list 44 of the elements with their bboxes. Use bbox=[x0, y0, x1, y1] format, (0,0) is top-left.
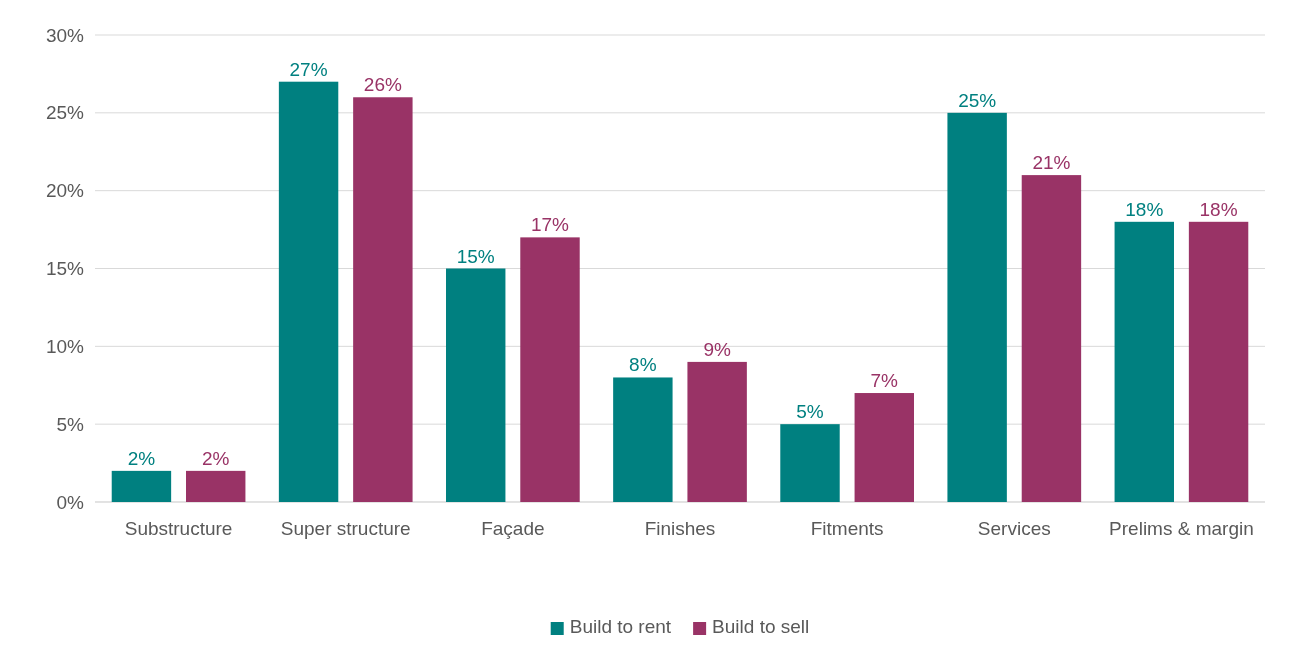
y-tick-label: 10% bbox=[45, 335, 85, 357]
data-label: 8% bbox=[629, 354, 657, 376]
x-tick-label: Services bbox=[977, 518, 1051, 540]
x-tick-label: Fitments bbox=[810, 518, 884, 540]
bar bbox=[446, 268, 506, 502]
data-label: 9% bbox=[703, 338, 731, 360]
x-tick-label: Finishes bbox=[644, 518, 716, 540]
data-label: 2% bbox=[201, 447, 230, 469]
data-label: 25% bbox=[958, 89, 997, 111]
bar bbox=[278, 81, 339, 502]
data-label: 2% bbox=[127, 447, 156, 469]
bar bbox=[520, 237, 580, 502]
x-tick-label: Substructure bbox=[124, 518, 233, 540]
data-label: 18% bbox=[1125, 198, 1164, 220]
x-tick-label: Façade bbox=[481, 518, 545, 540]
y-tick-label: 0% bbox=[56, 491, 85, 513]
data-label: 7% bbox=[870, 370, 899, 392]
data-label: 5% bbox=[796, 401, 824, 423]
bar bbox=[186, 470, 246, 502]
bar bbox=[947, 112, 1007, 502]
data-label: 27% bbox=[289, 58, 328, 80]
bar bbox=[854, 393, 914, 502]
x-tick-label: Prelims & margin bbox=[1109, 518, 1254, 540]
data-label: 18% bbox=[1199, 198, 1238, 220]
bar bbox=[1021, 175, 1082, 502]
y-tick-label: 30% bbox=[45, 24, 85, 46]
y-tick-label: 15% bbox=[45, 258, 85, 280]
bar bbox=[613, 377, 673, 502]
legend-label: Build to rent bbox=[569, 616, 672, 637]
bar bbox=[780, 424, 840, 502]
bar bbox=[1114, 221, 1174, 502]
bar bbox=[111, 470, 172, 502]
y-tick-label: 20% bbox=[45, 180, 85, 202]
legend-label: Build to sell bbox=[712, 616, 810, 637]
y-tick-label: 25% bbox=[45, 102, 85, 124]
data-label: 26% bbox=[363, 74, 402, 96]
data-label: 21% bbox=[1032, 152, 1071, 174]
bar bbox=[1188, 221, 1249, 502]
bar bbox=[687, 361, 747, 502]
data-label: 15% bbox=[456, 245, 495, 267]
data-label: 17% bbox=[530, 214, 570, 236]
y-tick-label: 5% bbox=[56, 413, 85, 435]
bar bbox=[353, 97, 413, 502]
x-tick-label: Super structure bbox=[280, 518, 411, 540]
